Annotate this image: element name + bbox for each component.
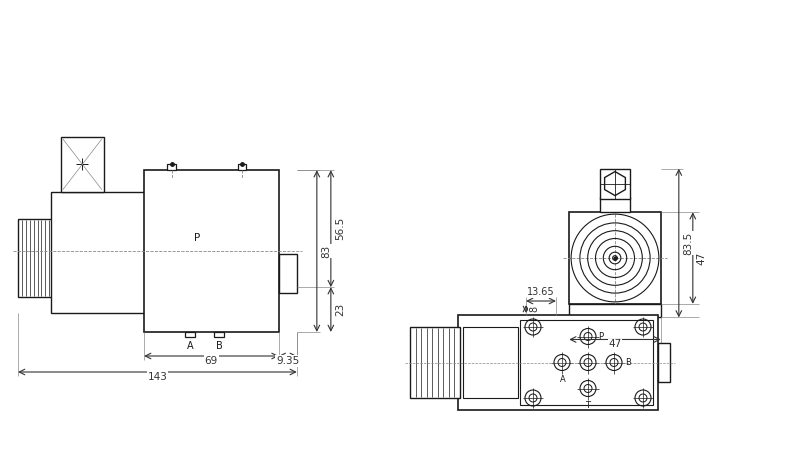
Text: B: B [625,358,631,367]
Bar [658,343,670,382]
Bar [167,164,176,170]
Bar [458,315,658,410]
Text: 143: 143 [147,372,167,382]
Text: 8: 8 [529,306,539,312]
Text: P: P [598,332,603,341]
Bar [238,164,246,170]
Text: 83: 83 [321,244,331,258]
Bar [61,137,104,192]
Text: B: B [216,341,222,351]
Bar [278,254,297,293]
Text: 56.5: 56.5 [335,217,345,240]
Bar [520,320,653,405]
Bar [600,169,630,198]
Text: T: T [586,400,590,410]
Text: A: A [186,341,194,351]
Text: A: A [560,374,566,383]
Bar [569,212,661,304]
Bar [51,192,145,312]
Text: 47: 47 [697,252,707,265]
Text: 9.35: 9.35 [276,356,299,366]
Text: P: P [194,234,200,243]
Text: 23: 23 [335,303,345,316]
Text: 83.5: 83.5 [683,231,693,255]
Text: 47: 47 [608,339,622,350]
Text: 69: 69 [205,356,218,366]
Bar [214,332,224,337]
Bar [185,332,194,337]
Bar [600,197,630,212]
Bar [18,219,53,297]
Bar [569,304,661,318]
Bar [410,327,460,398]
Bar [463,327,518,398]
Text: 13.65: 13.65 [527,287,555,297]
Bar [144,170,278,332]
